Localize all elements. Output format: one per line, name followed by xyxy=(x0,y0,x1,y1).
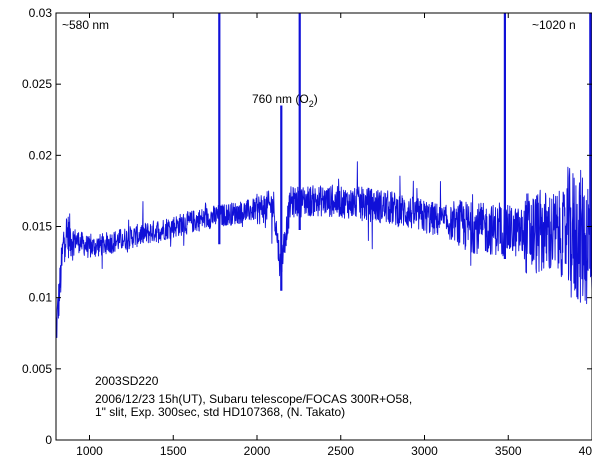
y-tick-label: 0.025 xyxy=(22,77,52,91)
annotation-observation-line1: 2006/12/23 15h(UT), Subaru telescope/FOC… xyxy=(95,392,412,406)
annotation-observation-line2: 1" slit, Exp. 300sec, std HD107368, (N. … xyxy=(95,405,345,419)
y-tick-label: 0.02 xyxy=(29,148,53,162)
x-tick-label: 2500 xyxy=(327,444,354,458)
y-tick-label: 0.03 xyxy=(29,6,53,20)
annotation-760nm-subscript: 2 xyxy=(309,99,314,109)
x-tick-label: 3000 xyxy=(411,444,438,458)
y-tick-label: 0.005 xyxy=(22,362,52,376)
annotation-580nm: ~580 nm xyxy=(62,18,109,32)
x-tick-label: 3500 xyxy=(495,444,522,458)
y-axis: 0 0.005 0.01 0.015 0.02 0.025 0.03 xyxy=(22,6,592,447)
annotation-760nm-main: 760 nm (O xyxy=(252,92,309,106)
spectrum-line xyxy=(56,161,592,338)
plot-area xyxy=(56,13,592,338)
annotation-760nm-suffix: ) xyxy=(314,92,318,106)
x-tick-label: 2000 xyxy=(244,444,271,458)
y-tick-label: 0.01 xyxy=(29,291,53,305)
y-tick-label: 0.015 xyxy=(22,220,52,234)
annotation-object-name: 2003SD220 xyxy=(95,374,159,388)
annotation-1020nm: ~1020 n xyxy=(532,18,576,32)
y-tick-label: 0 xyxy=(45,433,52,447)
annotation-760nm-o2: 760 nm (O2) xyxy=(252,92,318,109)
x-tick-label: 1500 xyxy=(160,444,187,458)
x-tick-label: 1000 xyxy=(76,444,103,458)
